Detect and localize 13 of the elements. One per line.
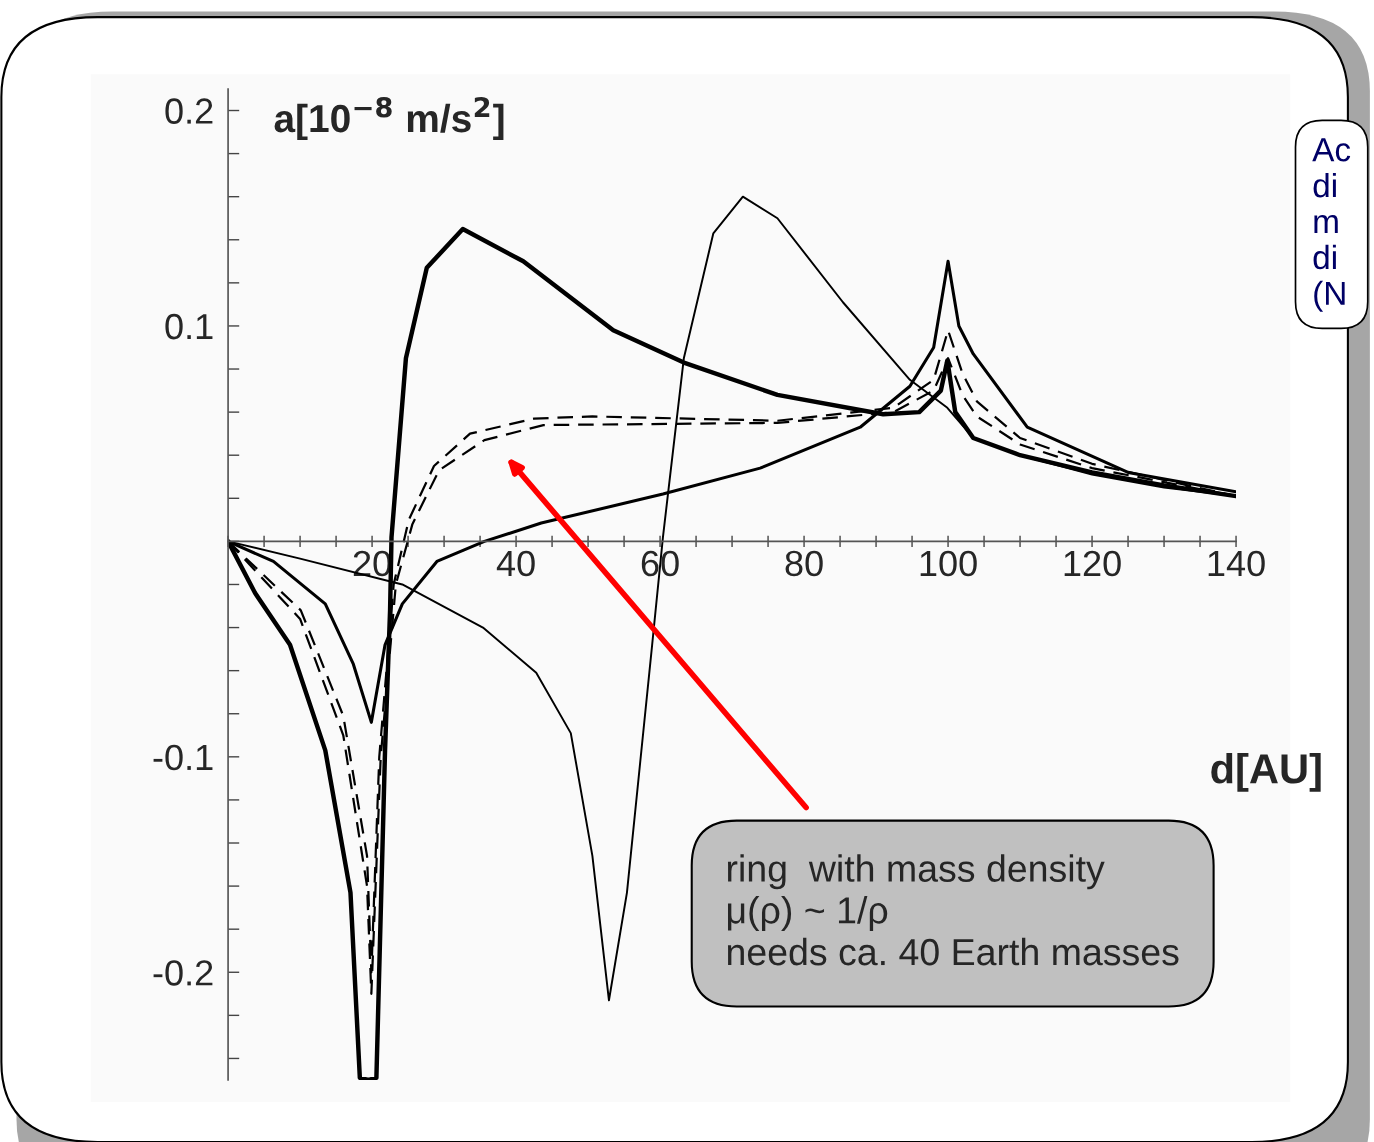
y-tick-label: -0.2 [153,960,213,986]
x-tick-label: 100 [920,550,977,577]
y-tick-label: 0.2 [165,98,213,124]
annotation: ring with mass density μ(ρ) ~ 1/ρ needs ca. 40 Earth masses [727,854,1179,966]
x-tick-label: 120 [1064,550,1121,577]
x-tick-label: 80 [785,550,823,577]
y-tick-label: -0.1 [153,744,213,771]
y-axis-title: a[10$^{−8}$ m/s$^{2}$] [274,96,504,141]
x-tick-label: 140 [1208,550,1265,577]
x-axis-title: d[AU] [1211,752,1321,792]
x-tick-label: 40 [496,550,535,577]
y-tick-label: 0.1 [165,313,213,340]
text: Ac di m di (N [1312,138,1351,312]
